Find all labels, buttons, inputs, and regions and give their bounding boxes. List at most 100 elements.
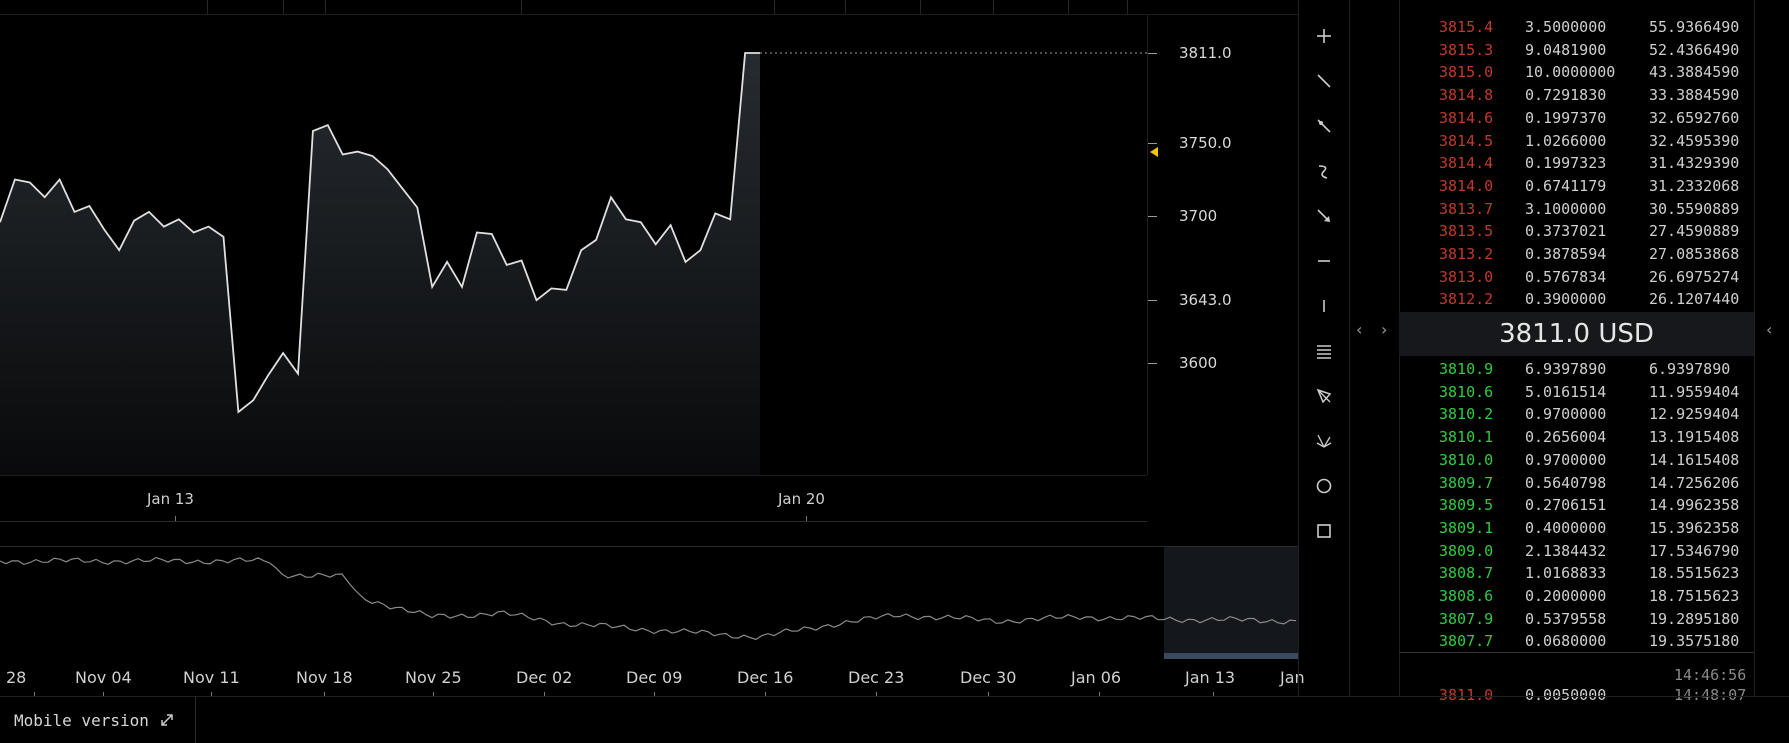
bid-price: 3807.9	[1439, 609, 1494, 628]
bid-total: 18.5515623	[1649, 564, 1740, 583]
bid-row[interactable]: 3810.2 0.9700000 12.9259404	[1399, 403, 1754, 425]
arrow-icon[interactable]	[1309, 201, 1339, 231]
trade-time: 14:46:56	[1674, 666, 1747, 684]
navigator-date-tick	[544, 692, 545, 696]
toolbar-divider	[774, 0, 775, 14]
circle-icon[interactable]	[1309, 471, 1339, 501]
bid-row[interactable]: 3810.6 5.0161514 11.9559404	[1399, 381, 1754, 403]
bid-amount: 0.2656004	[1525, 428, 1607, 447]
navigator-date-tick	[876, 692, 877, 696]
ask-amount: 0.3900000	[1525, 290, 1607, 309]
ask-price: 3814.5	[1439, 131, 1494, 150]
ask-row[interactable]: 3812.2 0.3900000 26.1207440	[1399, 288, 1754, 310]
ask-row[interactable]: 3814.0 0.6741179 31.2332068	[1399, 175, 1754, 197]
bid-row[interactable]: 3807.9 0.5379558 19.2895180	[1399, 608, 1754, 630]
ask-price: 3813.0	[1439, 267, 1494, 286]
navigator-date-label: 28	[6, 668, 27, 687]
chevron-left-icon[interactable]: ‹	[1766, 320, 1773, 339]
bid-price: 3810.0	[1439, 450, 1494, 469]
bid-row[interactable]: 3807.7 0.0680000 19.3575180	[1399, 630, 1754, 652]
bid-row[interactable]: 3809.5 0.2706151 14.9962358	[1399, 494, 1754, 516]
trend-line-icon[interactable]	[1309, 66, 1339, 96]
navigator-selection[interactable]	[1164, 547, 1298, 659]
bid-row[interactable]: 3809.1 0.4000000 15.3962358	[1399, 517, 1754, 539]
ask-total: 32.6592760	[1649, 108, 1740, 127]
bid-price: 3809.5	[1439, 496, 1494, 515]
bid-row[interactable]: 3808.6 0.2000000 18.7515623	[1399, 585, 1754, 607]
ask-price: 3813.7	[1439, 199, 1494, 218]
bid-row[interactable]: 3808.7 1.0168833 18.5515623	[1399, 562, 1754, 584]
rectangle-icon[interactable]	[1309, 516, 1339, 546]
ask-row[interactable]: 3814.6 0.1997370 32.6592760	[1399, 107, 1754, 129]
ray-icon[interactable]	[1309, 111, 1339, 141]
ask-amount: 0.1997370	[1525, 108, 1607, 127]
bid-total: 12.9259404	[1649, 405, 1740, 424]
ask-row[interactable]: 3813.2 0.3878594 27.0853868	[1399, 243, 1754, 265]
date-tick	[175, 516, 176, 521]
ask-row[interactable]: 3814.8 0.7291830 33.3884590	[1399, 84, 1754, 106]
ask-row[interactable]: 3814.4 0.1997323 31.4329390	[1399, 152, 1754, 174]
bid-row[interactable]: 3810.9 6.9397890 6.9397890	[1399, 358, 1754, 380]
vertical-line-icon[interactable]	[1309, 291, 1339, 321]
ask-total: 52.4366490	[1649, 40, 1740, 59]
ask-row[interactable]: 3813.0 0.5767834 26.6975274	[1399, 266, 1754, 288]
navigator-date-label: Dec 30	[960, 668, 1017, 687]
navigator-date-label: Nov 18	[296, 668, 353, 687]
bid-price: 3807.7	[1439, 632, 1494, 651]
price-tick	[1148, 142, 1157, 144]
bid-row[interactable]: 3810.0 0.9700000 14.1615408	[1399, 449, 1754, 471]
bid-row[interactable]: 3809.7 0.5640798 14.7256206	[1399, 472, 1754, 494]
right-collapse-area: ‹	[1754, 0, 1789, 696]
price-tick	[1148, 216, 1157, 218]
ask-price: 3815.3	[1439, 40, 1494, 59]
drawing-toolbar	[1298, 0, 1350, 696]
navigator-date-label: Nov 04	[75, 668, 132, 687]
bid-price: 3809.0	[1439, 541, 1494, 560]
order-book: 3815.4 3.5000000 55.9366490 3815.3 9.0481900…	[1399, 0, 1755, 704]
bid-total: 19.3575180	[1649, 632, 1740, 651]
chart-toolbar-strip	[0, 0, 1298, 15]
bid-amount: 0.9700000	[1525, 450, 1607, 469]
ask-row[interactable]: 3813.7 3.1000000 30.5590889	[1399, 198, 1754, 220]
date-tick	[806, 516, 807, 521]
ask-row[interactable]: 3813.5 0.3737021 27.4590889	[1399, 220, 1754, 242]
chevron-left-icon[interactable]: ‹	[1356, 320, 1363, 339]
bid-total: 19.2895180	[1649, 609, 1740, 628]
navigator-chart[interactable]	[0, 546, 1298, 659]
bid-amount: 0.2706151	[1525, 496, 1607, 515]
ask-price: 3813.5	[1439, 222, 1494, 241]
navigator-date-label: Nov 25	[405, 668, 462, 687]
bid-row[interactable]: 3809.0 2.1384432 17.5346790	[1399, 540, 1754, 562]
ask-amount: 3.5000000	[1525, 18, 1607, 36]
price-chart[interactable]	[0, 14, 1147, 475]
navigator-scrollbar[interactable]	[1164, 653, 1298, 659]
expand-icon	[161, 714, 173, 726]
bid-total: 18.7515623	[1649, 587, 1740, 605]
bid-price: 3809.1	[1439, 518, 1494, 537]
ask-row[interactable]: 3814.5 1.0266000 32.4595390	[1399, 130, 1754, 152]
pitchfork-icon[interactable]	[1309, 381, 1339, 411]
navigator-date-tick	[988, 692, 989, 696]
bid-row[interactable]: 3810.1 0.2656004 13.1915408	[1399, 426, 1754, 448]
price-label: 3750.0	[1179, 133, 1232, 152]
toolbar-divider	[283, 0, 284, 14]
gann-fan-icon[interactable]	[1309, 426, 1339, 456]
bid-total: 6.9397890	[1649, 360, 1731, 378]
navigator-date-tick	[1099, 692, 1100, 696]
ask-amount: 0.5767834	[1525, 267, 1607, 286]
ask-row[interactable]: 3815.0 10.0000000 43.3884590	[1399, 61, 1754, 83]
footer-bar: Mobile version	[0, 696, 1789, 743]
freehand-icon[interactable]	[1309, 156, 1339, 186]
mobile-version-link[interactable]: Mobile version	[0, 697, 196, 743]
date-label: Jan 13	[147, 490, 194, 508]
ask-row[interactable]: 3815.4 3.5000000 55.9366490	[1399, 16, 1754, 38]
horizontal-line-icon[interactable]	[1309, 246, 1339, 276]
ask-row[interactable]: 3815.3 9.0481900 52.4366490	[1399, 39, 1754, 61]
chevron-right-icon[interactable]: ›	[1381, 320, 1388, 339]
price-label: 3643.0	[1179, 291, 1232, 310]
bid-amount: 0.5379558	[1525, 609, 1607, 628]
bid-amount: 1.0168833	[1525, 564, 1607, 583]
navigator-date-tick	[103, 692, 104, 696]
fib-icon[interactable]	[1309, 336, 1339, 366]
crosshair-icon[interactable]	[1309, 21, 1339, 51]
